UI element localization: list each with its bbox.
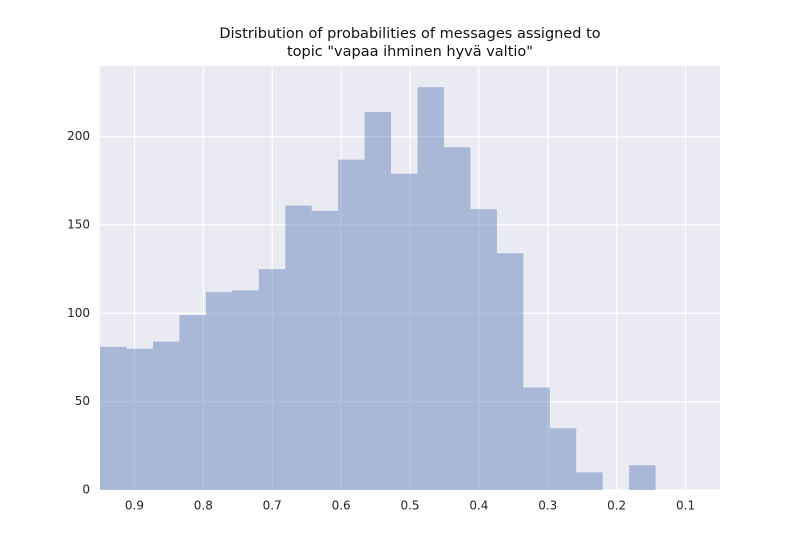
- bar: [470, 209, 497, 490]
- x-tick-label: 0.6: [332, 499, 351, 513]
- y-tick-label: 50: [75, 394, 90, 408]
- y-tick-label: 0: [82, 483, 90, 497]
- bar: [549, 428, 577, 490]
- x-tick-label: 0.8: [194, 499, 213, 513]
- bar: [152, 341, 180, 490]
- x-tick-label: 0.3: [538, 499, 557, 513]
- bar: [364, 111, 392, 490]
- bar: [285, 205, 312, 491]
- chart-title: topic "vapaa ihminen hyvä valtio": [287, 44, 533, 60]
- bar: [232, 290, 259, 490]
- x-tick-label: 0.9: [125, 499, 144, 513]
- bar: [338, 159, 365, 490]
- bar: [258, 269, 286, 490]
- x-tick-label: 0.2: [607, 499, 626, 513]
- x-tick-label: 0.7: [263, 499, 282, 513]
- bar: [417, 87, 444, 490]
- bar: [629, 465, 656, 490]
- bar: [391, 173, 418, 490]
- bar: [179, 315, 206, 490]
- y-tick-label: 100: [67, 306, 90, 320]
- chart-title: Distribution of probabilities of message…: [219, 26, 600, 42]
- y-tick-label: 150: [67, 218, 90, 232]
- y-tick-label: 200: [67, 129, 90, 143]
- bar: [523, 387, 550, 490]
- bar: [100, 346, 127, 490]
- bar: [126, 348, 153, 490]
- x-tick-label: 0.1: [676, 499, 695, 513]
- bar: [496, 253, 524, 490]
- x-tick-label: 0.4: [469, 499, 488, 513]
- bar: [443, 147, 471, 490]
- x-tick-label: 0.5: [400, 499, 419, 513]
- bar: [205, 292, 233, 490]
- bar: [311, 210, 339, 490]
- bar: [576, 472, 603, 490]
